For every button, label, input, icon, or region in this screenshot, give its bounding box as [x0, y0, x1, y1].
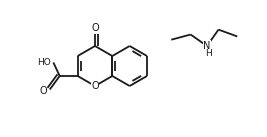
Text: HO: HO — [37, 58, 50, 67]
Text: O: O — [91, 81, 99, 91]
Text: O: O — [91, 23, 99, 33]
Text: H: H — [205, 49, 211, 58]
Text: O: O — [39, 85, 47, 95]
Text: N: N — [203, 41, 211, 51]
